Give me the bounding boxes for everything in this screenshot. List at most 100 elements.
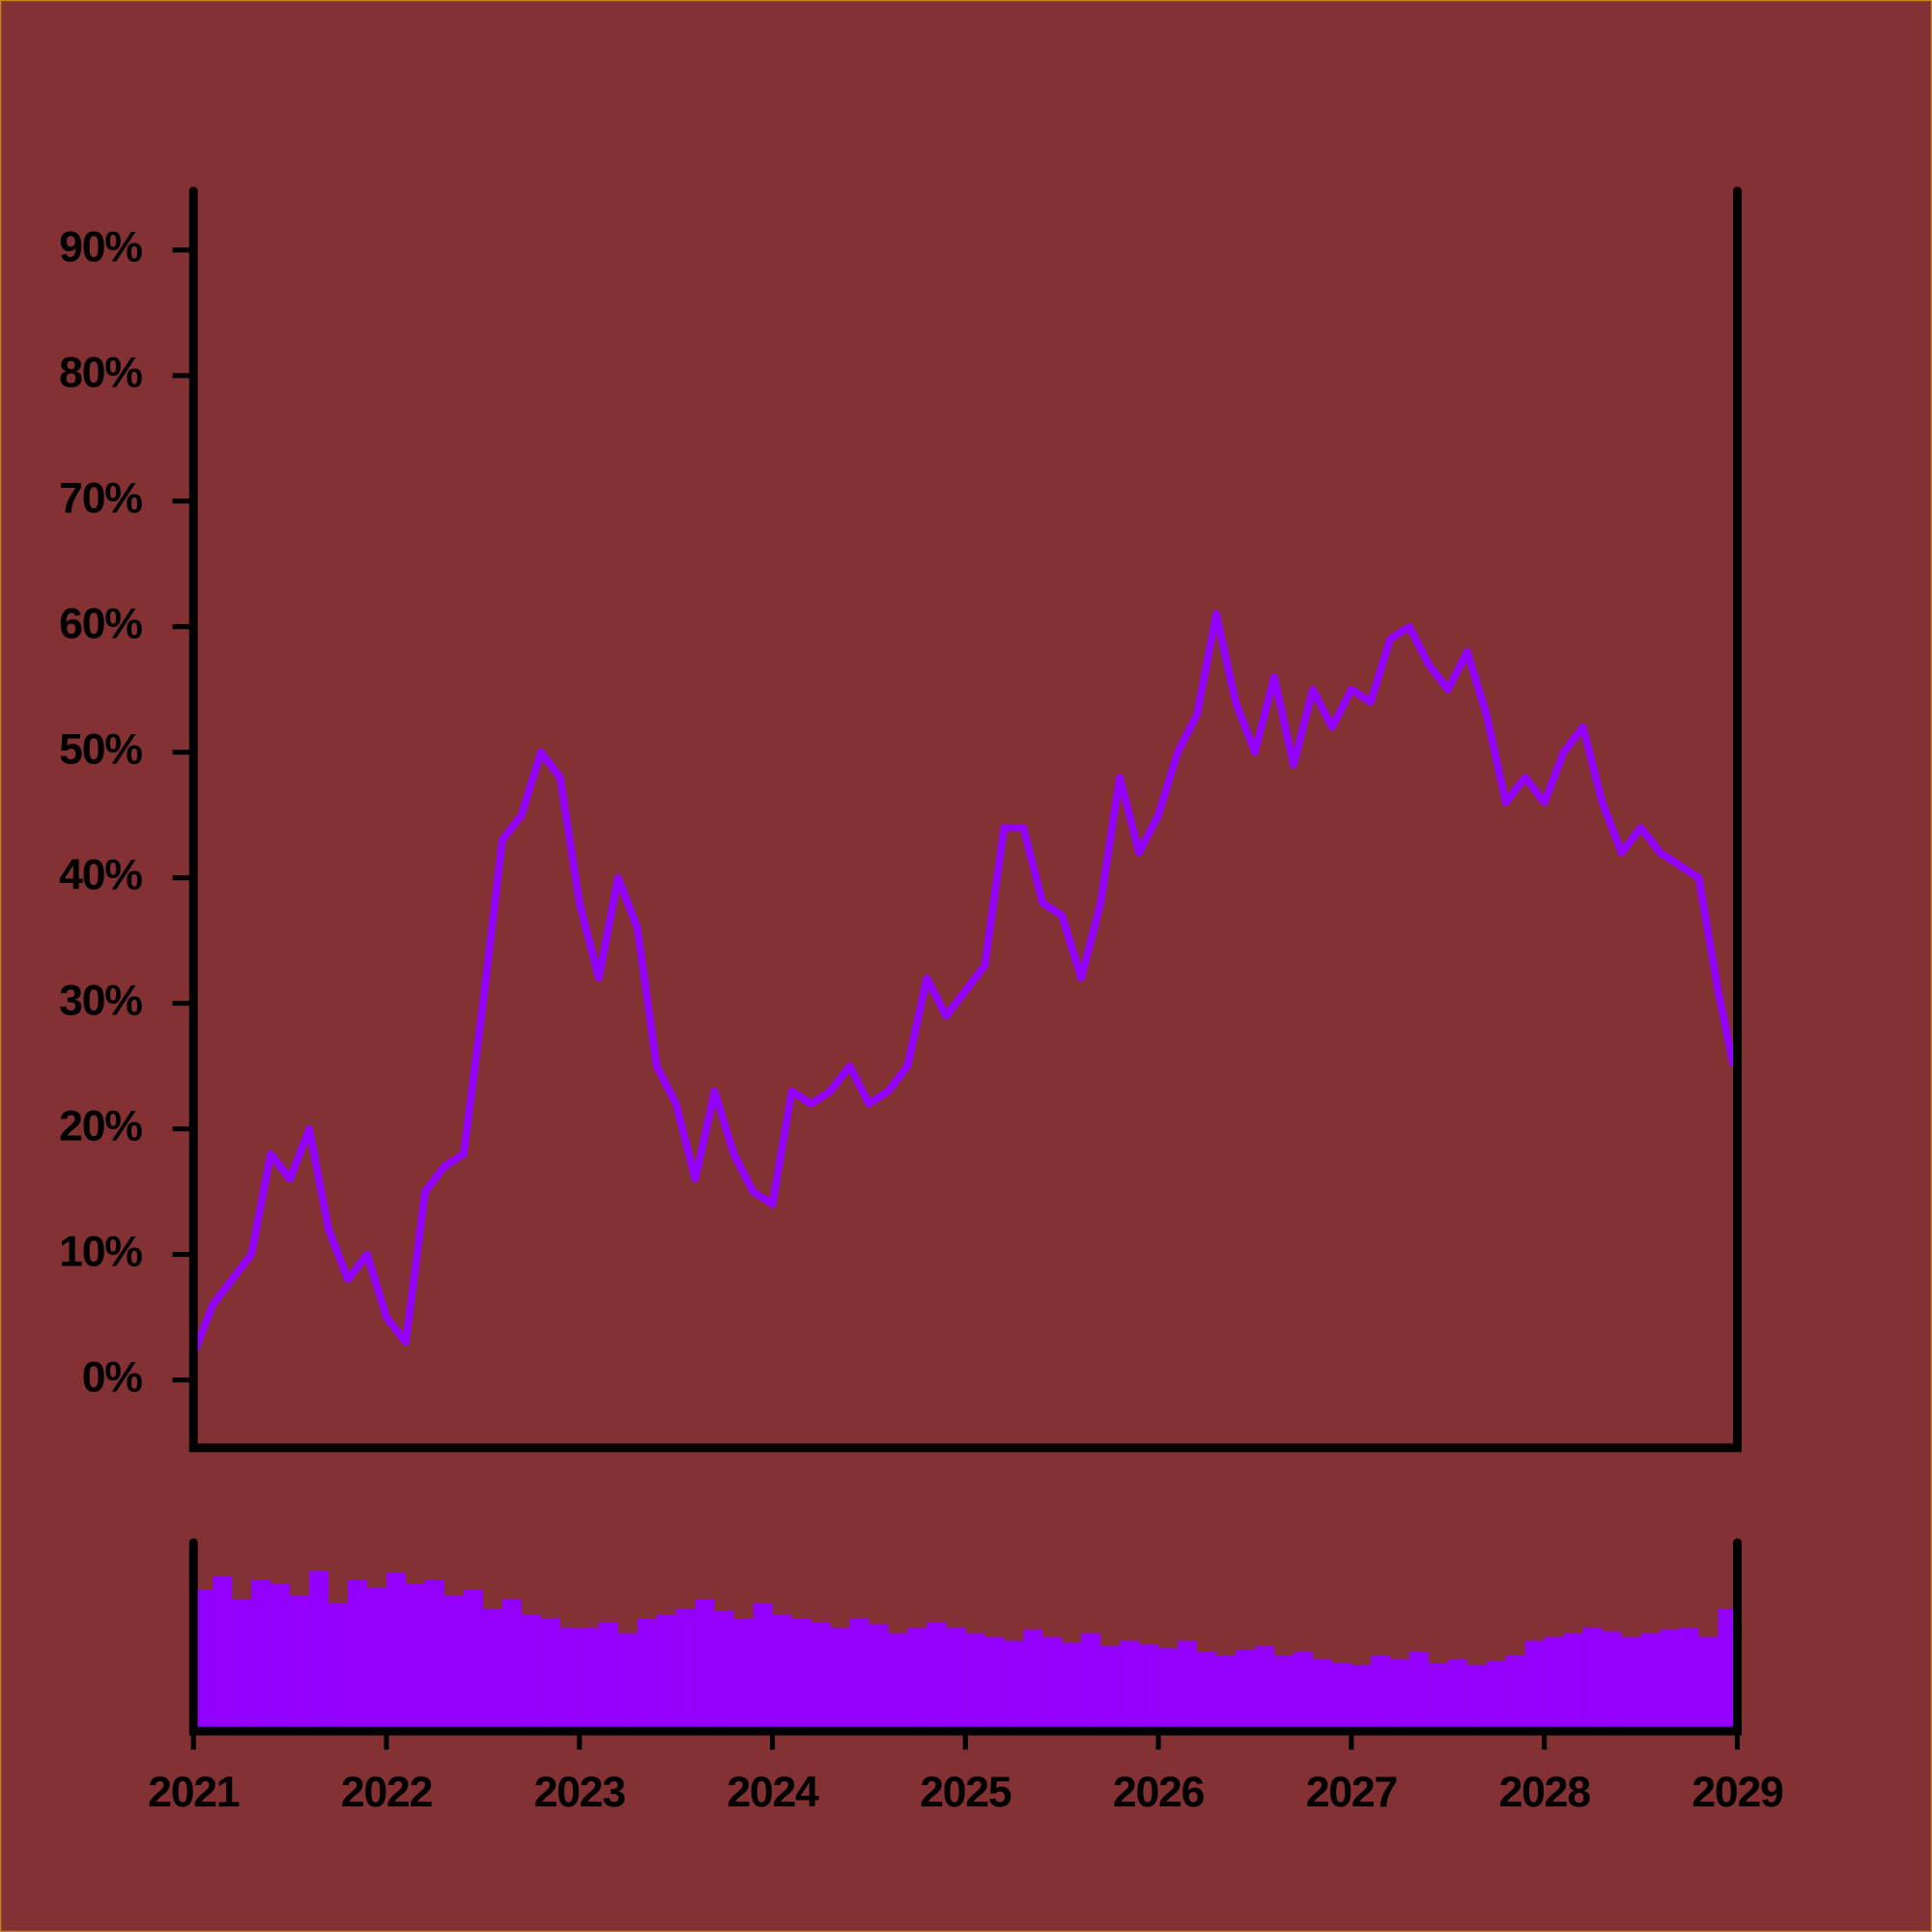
bar — [1100, 1646, 1121, 1732]
bar — [559, 1627, 580, 1732]
bar — [1293, 1652, 1313, 1732]
axis-frame — [188, 186, 1742, 1453]
x-tick-label: 2022 — [341, 1769, 433, 1816]
y-tick-label: 90% — [59, 224, 142, 271]
bar — [1178, 1640, 1198, 1732]
bar — [1447, 1659, 1467, 1732]
bar — [1466, 1664, 1487, 1732]
bar — [463, 1589, 483, 1732]
bar — [1621, 1636, 1641, 1732]
bar — [1698, 1636, 1719, 1732]
bar — [579, 1627, 599, 1732]
bar — [772, 1614, 792, 1732]
bar — [656, 1614, 676, 1732]
bar — [1679, 1627, 1699, 1732]
bar — [406, 1583, 425, 1732]
bar — [791, 1617, 811, 1732]
x-tick-label: 2023 — [534, 1769, 626, 1816]
bar — [501, 1599, 522, 1732]
bar — [270, 1583, 291, 1732]
bar — [1255, 1646, 1275, 1732]
bar — [1524, 1640, 1545, 1732]
bar — [868, 1623, 889, 1732]
bar — [984, 1636, 1005, 1732]
bar — [1042, 1636, 1063, 1732]
x-tick-label: 2027 — [1306, 1769, 1397, 1816]
bar — [213, 1577, 233, 1732]
bar — [1274, 1656, 1293, 1732]
bar — [1544, 1636, 1564, 1732]
bar — [1312, 1659, 1332, 1732]
bar — [849, 1617, 869, 1732]
bar — [965, 1633, 985, 1732]
y-tick-label: 50% — [59, 725, 142, 773]
bar — [1660, 1629, 1680, 1732]
bar — [907, 1627, 927, 1732]
x-tick-label: 2021 — [148, 1769, 240, 1816]
bar — [1331, 1662, 1351, 1732]
plot-area: 0% 10% 20% 30% 40% 50% 60% 70% 80% 90% 2021 2022 202… — [59, 186, 1784, 1816]
bar — [1640, 1633, 1661, 1732]
bar — [1370, 1656, 1390, 1732]
bar — [830, 1627, 850, 1732]
y-tick-label: 70% — [59, 475, 142, 523]
bar — [1486, 1661, 1506, 1732]
bar — [1428, 1662, 1448, 1732]
bar — [1602, 1631, 1622, 1732]
bar — [1236, 1650, 1256, 1732]
bar — [1120, 1640, 1140, 1732]
y-tick-label: 60% — [59, 601, 142, 648]
line — [189, 610, 1738, 1356]
y-tick-label: 20% — [59, 1102, 142, 1150]
bar — [1216, 1656, 1236, 1732]
bar — [888, 1633, 908, 1732]
bar — [695, 1599, 715, 1732]
bar — [482, 1608, 502, 1732]
bar — [540, 1617, 560, 1732]
y-tick-label: 40% — [59, 851, 142, 898]
bar — [637, 1617, 657, 1732]
bar — [1389, 1659, 1409, 1732]
bar — [675, 1608, 696, 1732]
bar — [946, 1627, 966, 1732]
bar — [348, 1579, 368, 1732]
bar — [1350, 1664, 1371, 1732]
bar — [1158, 1648, 1179, 1732]
bar — [1081, 1633, 1101, 1732]
bar — [926, 1621, 947, 1732]
x-tick-label: 2026 — [1113, 1769, 1205, 1816]
x-tick-label: 2024 — [726, 1769, 819, 1816]
bar — [251, 1579, 271, 1732]
bar — [1004, 1640, 1024, 1732]
bar — [617, 1633, 638, 1732]
bar — [753, 1603, 773, 1732]
bar — [193, 1589, 213, 1732]
bar — [1139, 1644, 1159, 1732]
y-tick-label: 0% — [82, 1353, 143, 1401]
axis-frame — [188, 1538, 1742, 1736]
x-tick-label: 2028 — [1499, 1769, 1591, 1816]
bar — [521, 1614, 541, 1732]
bar — [733, 1617, 753, 1732]
bar — [1718, 1608, 1738, 1732]
bar — [1582, 1627, 1603, 1732]
x-tick-label: 2025 — [920, 1769, 1011, 1816]
bar — [1505, 1656, 1525, 1732]
y-tick-label: 10% — [59, 1228, 142, 1275]
bar — [443, 1595, 464, 1732]
bar — [1563, 1633, 1583, 1732]
bar — [386, 1573, 407, 1732]
bar — [328, 1603, 349, 1732]
bar — [1408, 1652, 1429, 1732]
bar — [309, 1571, 329, 1732]
bar — [232, 1599, 252, 1732]
bar — [424, 1579, 444, 1732]
x-tick-label: 2029 — [1691, 1769, 1783, 1816]
bar — [810, 1621, 831, 1732]
bar — [367, 1587, 387, 1732]
y-tick-label: 80% — [59, 350, 142, 397]
bar — [1023, 1629, 1043, 1732]
bar — [1197, 1652, 1217, 1732]
bar — [714, 1610, 734, 1732]
